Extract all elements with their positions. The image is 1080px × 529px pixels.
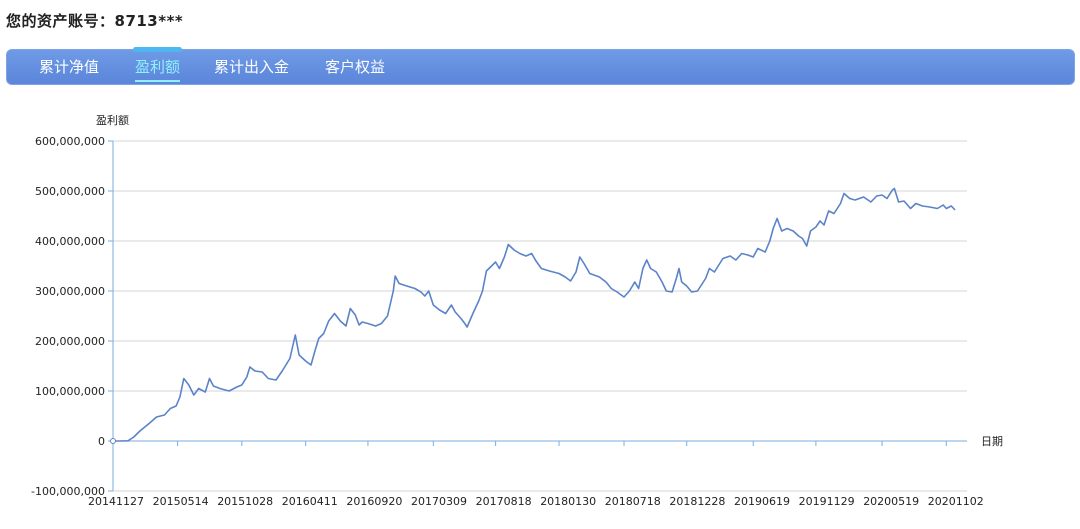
x-tick-label: 20180718 <box>605 495 661 508</box>
y-tick-label: 300,000,000 <box>35 285 105 298</box>
y-tick-label: 200,000,000 <box>35 335 105 348</box>
series-line <box>113 187 956 442</box>
tab-profit[interactable]: 盈利额 <box>132 47 183 84</box>
x-tick-label: 20151028 <box>217 495 273 508</box>
y-tick-label: -100,000,000 <box>31 485 105 498</box>
x-tick-label: 20190619 <box>734 495 790 508</box>
x-tick-label: 20180130 <box>540 495 596 508</box>
y-tick-label: 600,000,000 <box>35 135 105 148</box>
tab-cumulative-nav[interactable]: 累计净值 <box>39 58 100 76</box>
tab-cumulative-deposit-withdrawal[interactable]: 累计出入金 <box>214 58 290 76</box>
account-number: 您的资产账号：8713*** <box>6 12 184 30</box>
profit-line-chart: 盈利额 600,000,000 500,000,000 400,000,000 300,… <box>31 114 1003 508</box>
x-tick-label: 20141127 <box>88 495 144 508</box>
x-tick-label: 20191129 <box>799 495 855 508</box>
x-tick-label: 20150514 <box>153 495 209 508</box>
y-tick-label: 400,000,000 <box>35 235 105 248</box>
tab-bar: 累计净值 盈利额 累计出入金 客户权益 <box>6 47 1075 85</box>
x-tick-label: 20201102 <box>928 495 984 508</box>
x-tick-label: 20200519 <box>863 495 919 508</box>
x-tick-label: 20170818 <box>476 495 532 508</box>
x-tick-label: 20160411 <box>282 495 338 508</box>
y-tick-label: 500,000,000 <box>35 185 105 198</box>
series-start-point <box>110 438 116 444</box>
y-tick-label: 0 <box>98 435 105 448</box>
x-axis-title: 日期 <box>981 435 1003 448</box>
y-tick-label: 100,000,000 <box>35 385 105 398</box>
x-tick-label: 20160920 <box>346 495 402 508</box>
x-tick-label: 20181228 <box>669 495 725 508</box>
y-axis-title: 盈利额 <box>96 114 129 127</box>
tab-customer-equity[interactable]: 客户权益 <box>325 58 386 76</box>
x-tick-label: 20170309 <box>411 495 467 508</box>
